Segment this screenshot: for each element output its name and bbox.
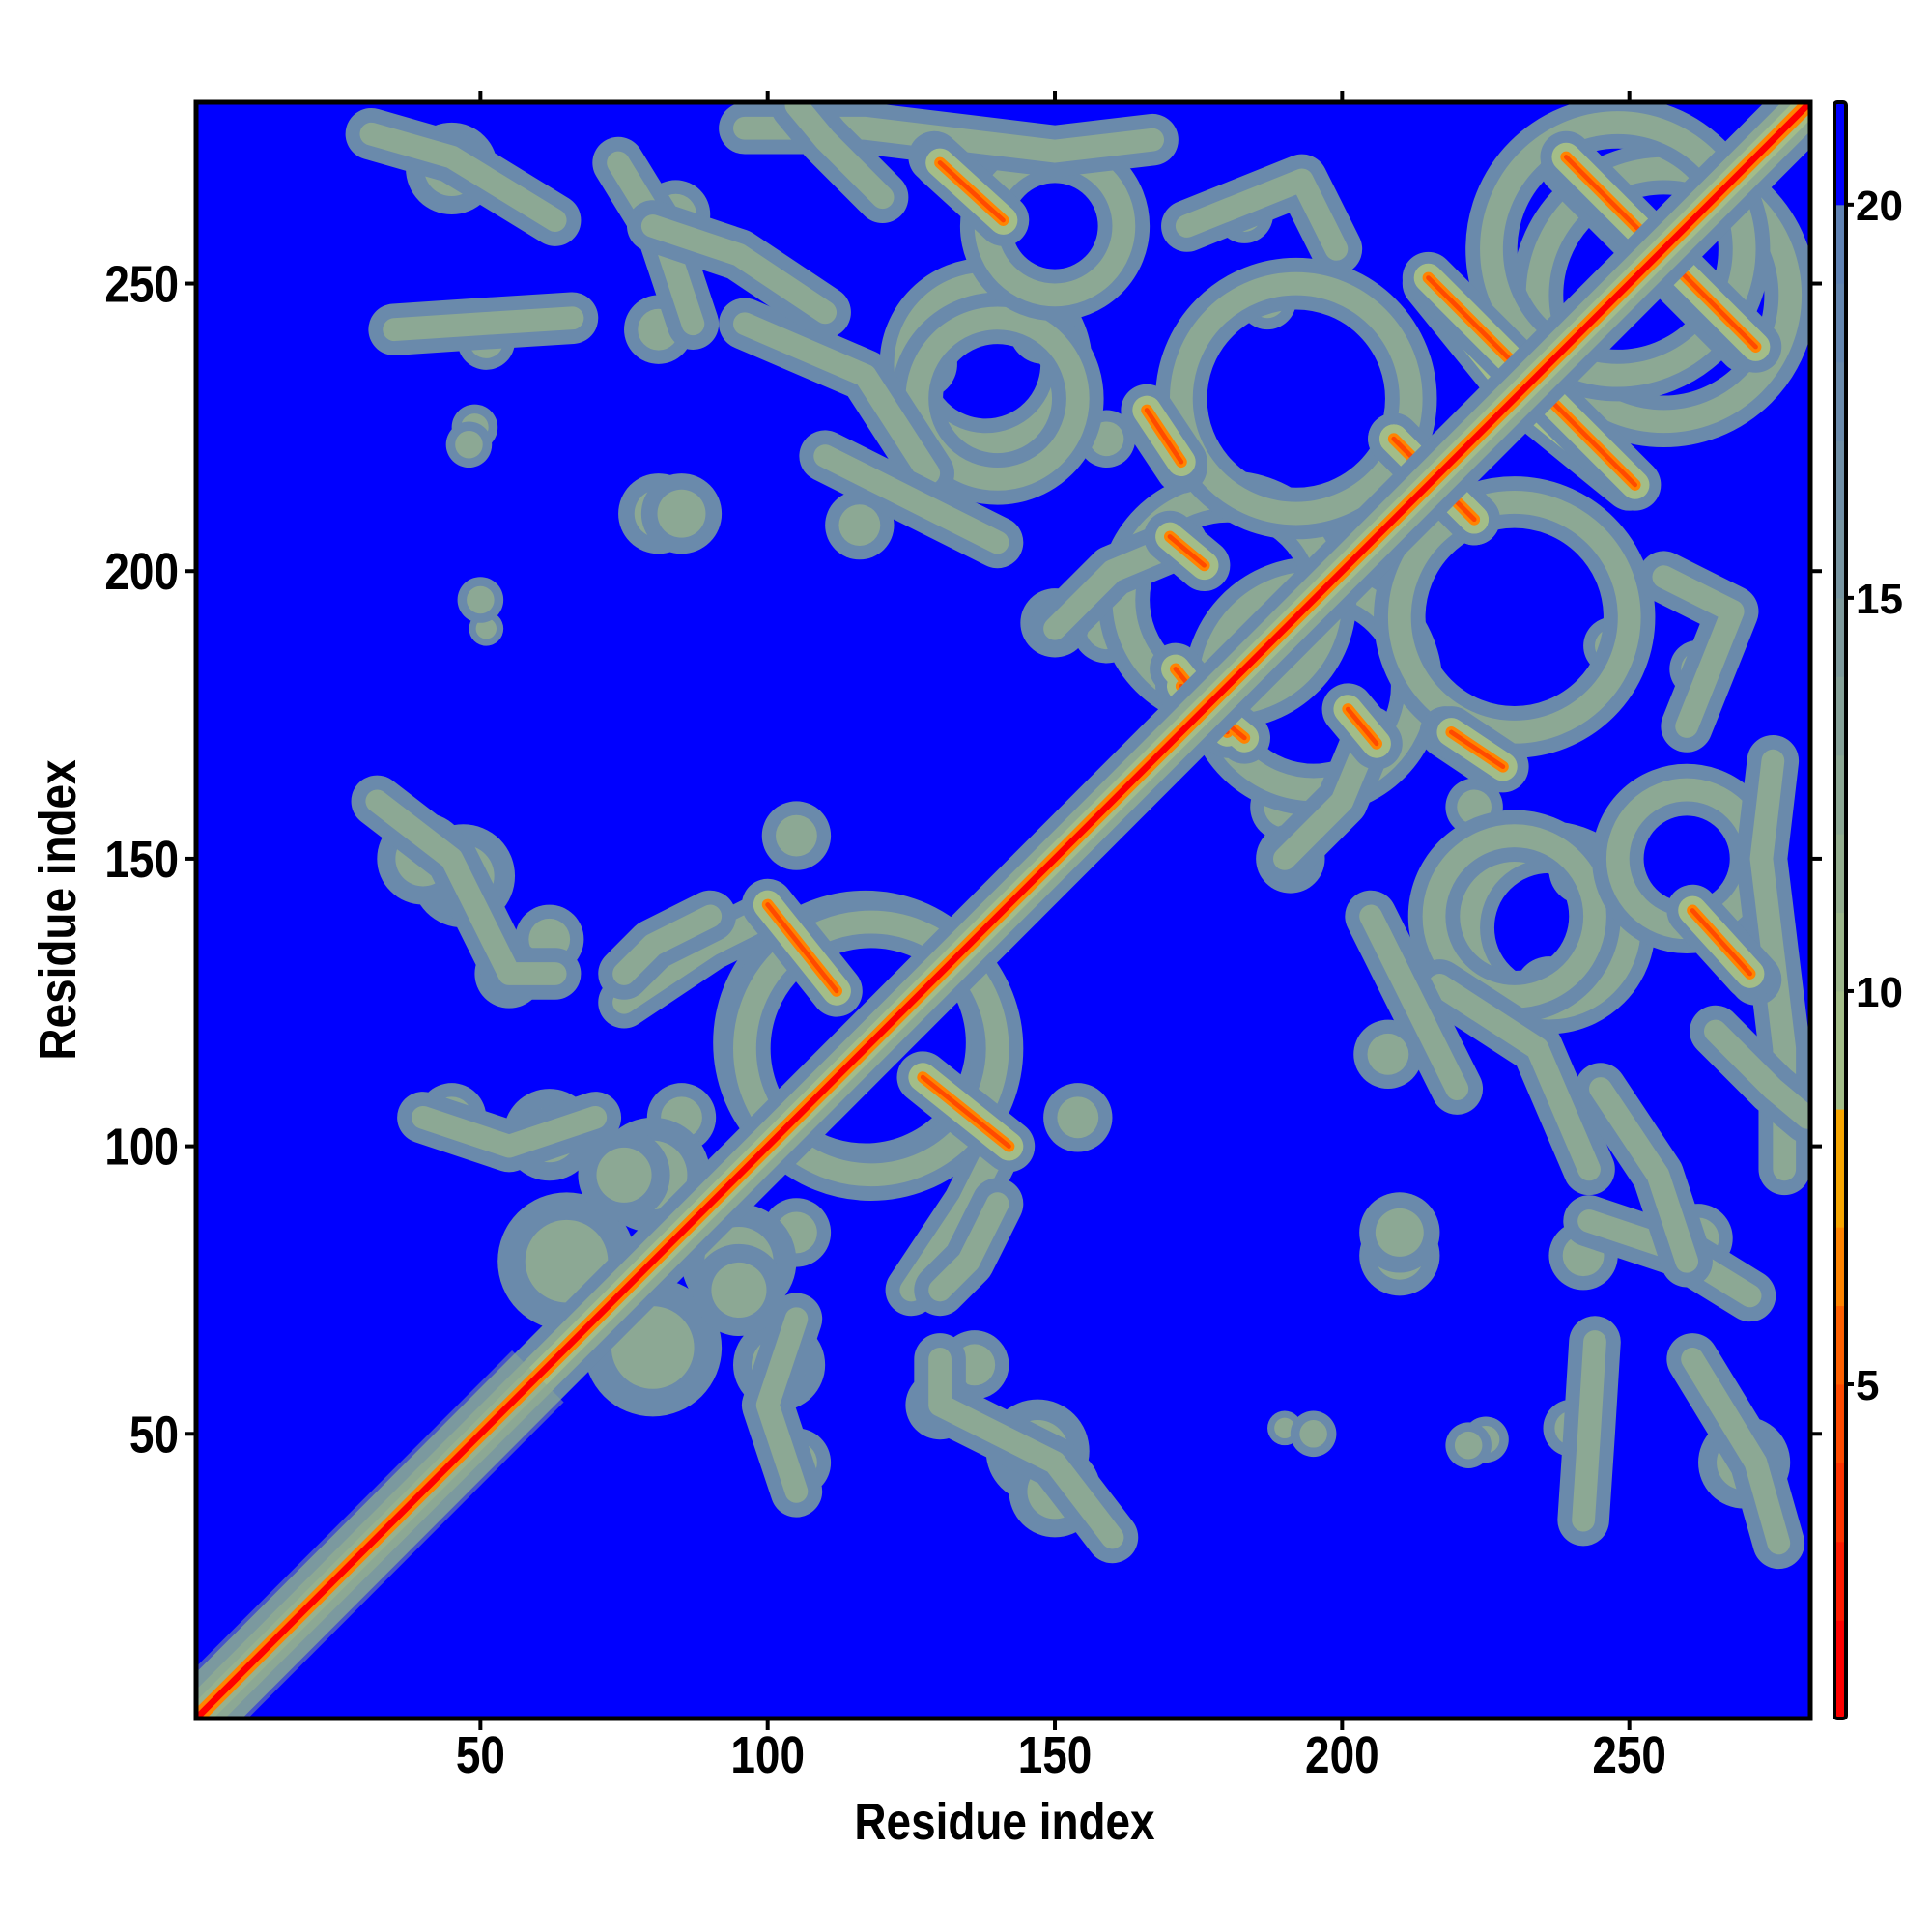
colorbar-segment [1834, 283, 1846, 363]
y-tick-label: 250 [104, 255, 179, 313]
contact-band-core [612, 904, 723, 985]
contact-band-core [411, 1105, 608, 1158]
contact-blob-core [838, 504, 881, 547]
colorbar-tick-label: 10 [1856, 969, 1903, 1016]
colorbar-frame [1833, 100, 1848, 1720]
contact-blob-core [1057, 1096, 1099, 1139]
y-tick-label: 50 [129, 1406, 179, 1463]
y-axis-title: Residue index [29, 759, 87, 1060]
contact-ring-core [905, 306, 1090, 491]
colorbar-segment [1834, 597, 1846, 677]
contact-blob-core [711, 1262, 767, 1318]
x-tick-label: 200 [1305, 1726, 1379, 1784]
strand-pair-core [1448, 729, 1506, 770]
contact-blob-core [1274, 1417, 1295, 1439]
contact-ring-core [1422, 824, 1606, 1009]
contact-band-core [1681, 1347, 1791, 1555]
colorbar-segment [1834, 1620, 1846, 1719]
contact-band-core [1359, 904, 1469, 1100]
y-tick-label: 150 [104, 830, 179, 888]
contact-band-core [365, 789, 567, 985]
colorbar-segment [1834, 440, 1846, 520]
contact-band-core [1589, 1077, 1699, 1273]
axis-ticks: 50 100 150 200 250 50 100 150 200 250 [104, 91, 1822, 1784]
colorbar-segment [1834, 990, 1846, 1110]
strand-pair-core [1167, 534, 1208, 568]
contact-band-core [928, 1192, 1009, 1302]
contact-band-core [359, 122, 567, 232]
colorbar-tick-label: 20 [1856, 183, 1903, 230]
strand-pair-core [1144, 408, 1184, 465]
contact-blob-core [467, 585, 495, 614]
colorbar: 5 10 15 20 [1833, 100, 1903, 1720]
heatmap-layer [196, 102, 1810, 1719]
colorbar-segment [1834, 1384, 1846, 1463]
contact-blob-core [1454, 1431, 1483, 1460]
contact-band-core [1428, 974, 1601, 1181]
contact-band-core [755, 1307, 809, 1503]
contact-band-core [733, 312, 941, 485]
strand-pair-core [1345, 706, 1379, 747]
contact-band-core [813, 444, 1009, 554]
contact-ring-core [1480, 111, 1756, 387]
strand-pair-core [1426, 275, 1518, 367]
colorbar-segment [1834, 204, 1846, 284]
x-tick-label: 250 [1592, 1726, 1666, 1784]
colorbar-segment [1834, 361, 1846, 441]
contact-blob-core [1375, 1208, 1424, 1257]
x-axis-title: Residue index [854, 1793, 1154, 1851]
contact-ring-core [733, 910, 1009, 1187]
strand-pair-core [1690, 908, 1752, 977]
contact-band-core [383, 306, 584, 342]
strand-pair-core [1666, 258, 1758, 350]
strand-pair-core [1547, 396, 1638, 488]
contact-ring-core [1169, 271, 1423, 526]
x-tick-label: 50 [456, 1726, 505, 1784]
x-tick-label: 100 [730, 1726, 805, 1784]
strand-pair-core [937, 160, 1006, 223]
colorbar-segment [1834, 676, 1846, 756]
strand-pair-core [920, 1074, 1011, 1149]
contact-blob-core [455, 430, 483, 459]
colorbar-segment [1834, 519, 1846, 599]
contact-blob-core [1299, 1420, 1327, 1448]
colorbar-segment [1834, 1305, 1846, 1385]
colorbar-segment [1834, 1227, 1846, 1307]
strand-pair-core [765, 902, 839, 994]
colorbar-segment [1834, 912, 1846, 992]
colorbar-tick-label: 15 [1856, 576, 1903, 623]
colorbar-segment [1834, 834, 1846, 914]
contact-blob-core [657, 489, 706, 538]
x-tick-label: 150 [1018, 1726, 1093, 1784]
y-tick-label: 200 [104, 543, 179, 601]
colorbar-tick-label: 5 [1856, 1362, 1879, 1409]
colorbar-segment [1834, 102, 1846, 206]
contact-ring-core [1525, 156, 1803, 434]
contact-blob-core [776, 814, 817, 857]
contact-band-core [1703, 1019, 1810, 1129]
colorbar-segment [1834, 1109, 1846, 1228]
contact-blob-core [475, 618, 497, 639]
contact-blob-core [1367, 1033, 1409, 1075]
contact-band-core [640, 214, 838, 325]
colorbar-segment [1834, 754, 1846, 835]
strand-pair-core [1563, 155, 1655, 246]
diagonal-core [196, 102, 1810, 1719]
contact-band-core [928, 1347, 1124, 1549]
y-tick-label: 100 [104, 1118, 179, 1176]
contact-band-core [784, 102, 895, 210]
contact-band-core [1572, 1330, 1606, 1532]
contact-band-core [1175, 168, 1349, 261]
contact-band-core [1652, 565, 1745, 738]
colorbar-segment [1834, 1541, 1846, 1621]
colorbar-segment [1834, 1463, 1846, 1543]
plot-frame [193, 99, 1813, 1721]
contact-ring-core [1387, 491, 1641, 744]
contact-blob-core [596, 1147, 652, 1203]
